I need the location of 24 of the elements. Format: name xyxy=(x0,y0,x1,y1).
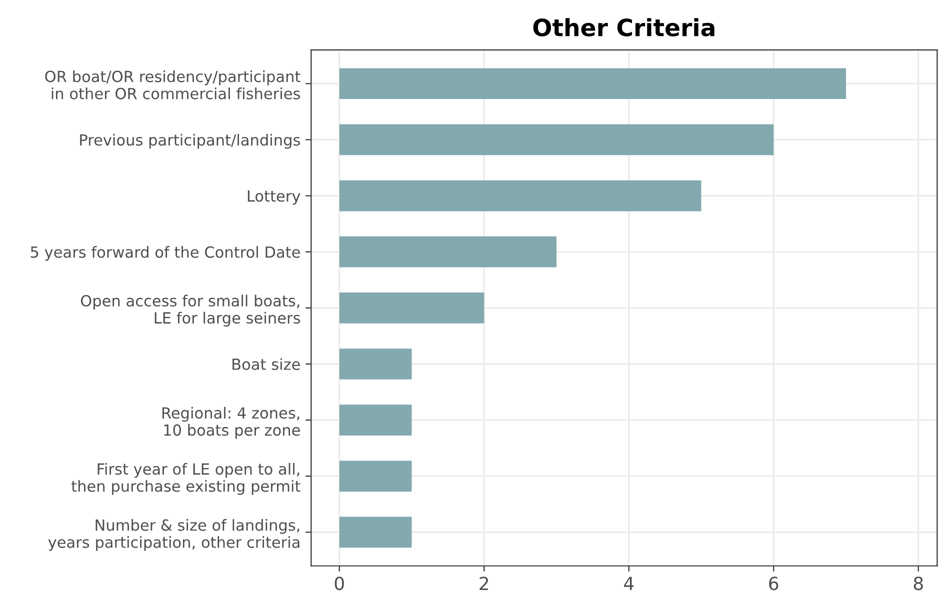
y-tick-label: Lottery xyxy=(248,190,300,205)
bar xyxy=(339,292,484,324)
y-tick-label: OR boat/OR residency/participant in other OR commercial fisheries xyxy=(45,70,300,100)
bar xyxy=(339,348,412,380)
y-tick-label: Previous participant/landings xyxy=(80,134,300,149)
x-tick-label: 4 xyxy=(624,576,634,590)
x-tick-label: 6 xyxy=(769,576,778,590)
y-tick-label: Boat size xyxy=(232,358,300,370)
y-tick-label: Regional: 4 zones, 10 boats per zone xyxy=(162,406,300,439)
bar xyxy=(339,180,702,212)
bar xyxy=(339,124,774,156)
y-tick-label: 5 years forward of the Control Date xyxy=(30,246,300,261)
bar xyxy=(339,236,556,268)
bar xyxy=(339,460,412,492)
bar xyxy=(339,404,412,436)
x-tick-label: 8 xyxy=(914,576,923,590)
bar xyxy=(339,68,846,100)
y-tick-label: First year of LE open to all, then purchase existing permit xyxy=(71,462,300,495)
x-tick-label: 2 xyxy=(480,576,488,590)
y-tick-label: Open access for small boats, LE for large seiners xyxy=(80,294,300,327)
chart-title: Other Criteria xyxy=(533,18,714,36)
x-tick-label: 0 xyxy=(334,576,344,590)
y-tick-label: Number & size of landings, years participation, other criteria xyxy=(48,519,300,551)
bar xyxy=(339,516,412,548)
